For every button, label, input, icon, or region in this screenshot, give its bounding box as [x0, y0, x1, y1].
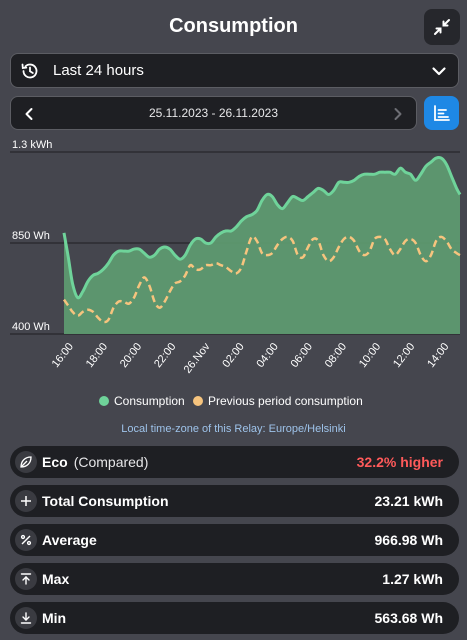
legend-previous-marker: [193, 396, 203, 406]
x-tick-label: 02:00: [220, 341, 246, 370]
x-axis-ticks: 16:00 18:00 20:00 22:00 26.Nov 02:00 04:00 06:0…: [50, 341, 452, 376]
page-title: Consumption: [169, 15, 298, 37]
next-period-button[interactable]: [388, 104, 408, 124]
x-tick-label: 22:00: [152, 341, 178, 370]
leaf-icon: [15, 451, 37, 473]
chart-type-button[interactable]: [424, 96, 459, 130]
timezone-note: Local time-zone of this Relay: Europe/He…: [121, 423, 346, 435]
collapse-icon: [434, 19, 450, 35]
x-tick-label: 04:00: [254, 341, 280, 370]
x-tick-label: 16:00: [50, 341, 76, 370]
average-label: Average: [42, 532, 97, 548]
bar-chart-icon: [433, 105, 450, 121]
x-tick-label: 08:00: [323, 341, 349, 370]
time-range-select[interactable]: Last 24 hours: [10, 53, 459, 88]
y-axis-ticks: 1.3 kWh 850 Wh 400 Wh: [12, 140, 52, 333]
arrow-up-icon: [15, 568, 37, 590]
total-consumption-label: Total Consumption: [42, 493, 169, 509]
legend-previous-label: Previous period consumption: [208, 394, 363, 408]
max-row[interactable]: Max 1.27 kWh: [10, 563, 459, 595]
consumption-line: [62, 155, 462, 300]
max-label: Max: [42, 571, 70, 587]
legend-consumption-marker: [99, 396, 109, 406]
history-icon: [19, 60, 41, 82]
previous-period-line: [62, 235, 461, 324]
chart-legend: Consumption Previous period consumption: [99, 394, 363, 408]
time-range-label: Last 24 hours: [53, 62, 144, 79]
x-tick-label: 12:00: [391, 341, 417, 370]
max-value: 1.27 kWh: [382, 571, 443, 587]
eco-row[interactable]: Eco (Compared) 32.2% higher: [10, 446, 459, 478]
header: Consumption: [0, 0, 467, 52]
legend-consumption-label: Consumption: [114, 394, 185, 408]
y-tick-label: 1.3 kWh: [12, 140, 52, 151]
x-tick-label: 26.Nov: [182, 341, 213, 376]
x-tick-label: 20:00: [118, 341, 144, 370]
min-label: Min: [42, 610, 67, 626]
y-tick-label: 400 Wh: [12, 321, 50, 333]
x-tick-label: 10:00: [357, 341, 383, 370]
percent-icon: [15, 529, 37, 551]
eco-value: 32.2% higher: [356, 454, 443, 470]
x-tick-label: 18:00: [84, 341, 110, 370]
average-row[interactable]: Average 966.98 Wh: [10, 524, 459, 556]
chevron-left-icon: [25, 108, 33, 120]
date-navigator: 25.11.2023 - 26.11.2023: [10, 96, 417, 130]
previous-period-button[interactable]: [19, 104, 39, 124]
eco-sub-label: (Compared): [73, 454, 149, 470]
x-tick-label: 14:00: [425, 341, 451, 370]
consumption-area: [64, 157, 460, 334]
average-value: 966.98 Wh: [374, 532, 443, 548]
chart-series-lines: [62, 155, 462, 324]
total-consumption-row[interactable]: Total Consumption 23.21 kWh: [10, 485, 459, 517]
min-row[interactable]: Min 563.68 Wh: [10, 602, 459, 634]
eco-label: Eco: [42, 454, 68, 470]
collapse-button[interactable]: [424, 9, 460, 45]
min-value: 563.68 Wh: [374, 610, 443, 626]
x-tick-label: 06:00: [289, 341, 315, 370]
date-range-text: 25.11.2023 - 26.11.2023: [149, 106, 278, 120]
plus-icon: [15, 490, 37, 512]
chevron-right-icon: [394, 108, 402, 120]
total-consumption-value: 23.21 kWh: [374, 493, 443, 509]
arrow-down-icon: [15, 607, 37, 629]
chevron-down-icon: [430, 62, 448, 80]
y-tick-label: 850 Wh: [12, 230, 50, 242]
chart-series-area: [64, 157, 460, 334]
consumption-chart: 1.3 kWh 850 Wh 400 Wh 16:00 18:00 20:00 22:00…: [10, 140, 462, 408]
